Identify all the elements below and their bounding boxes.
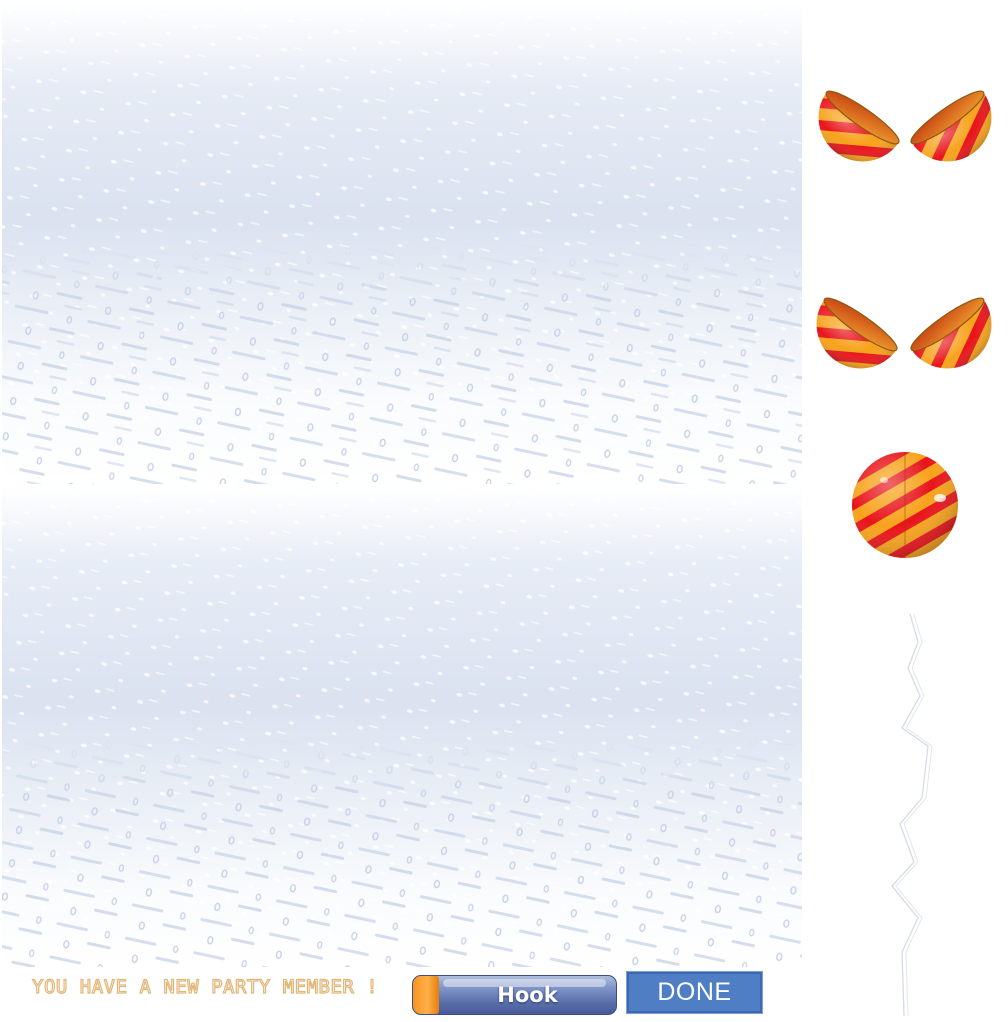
hook-button-shine xyxy=(443,979,606,987)
hook-button[interactable]: Hook xyxy=(412,975,617,1015)
closed-capsule-icon xyxy=(850,450,960,560)
open-capsule-icon xyxy=(806,283,1002,379)
snow-background-bottom xyxy=(2,487,802,967)
snow-background-top xyxy=(2,2,802,484)
party-member-message: YOU HAVE A NEW PARTY MEMBER ! xyxy=(31,975,379,998)
hook-button-label: Hook xyxy=(497,983,558,1007)
crack-line-icon xyxy=(880,612,940,1020)
hook-button-cap xyxy=(413,976,439,1014)
open-capsule-icon xyxy=(808,76,1002,172)
done-button[interactable]: DONE xyxy=(626,971,763,1014)
